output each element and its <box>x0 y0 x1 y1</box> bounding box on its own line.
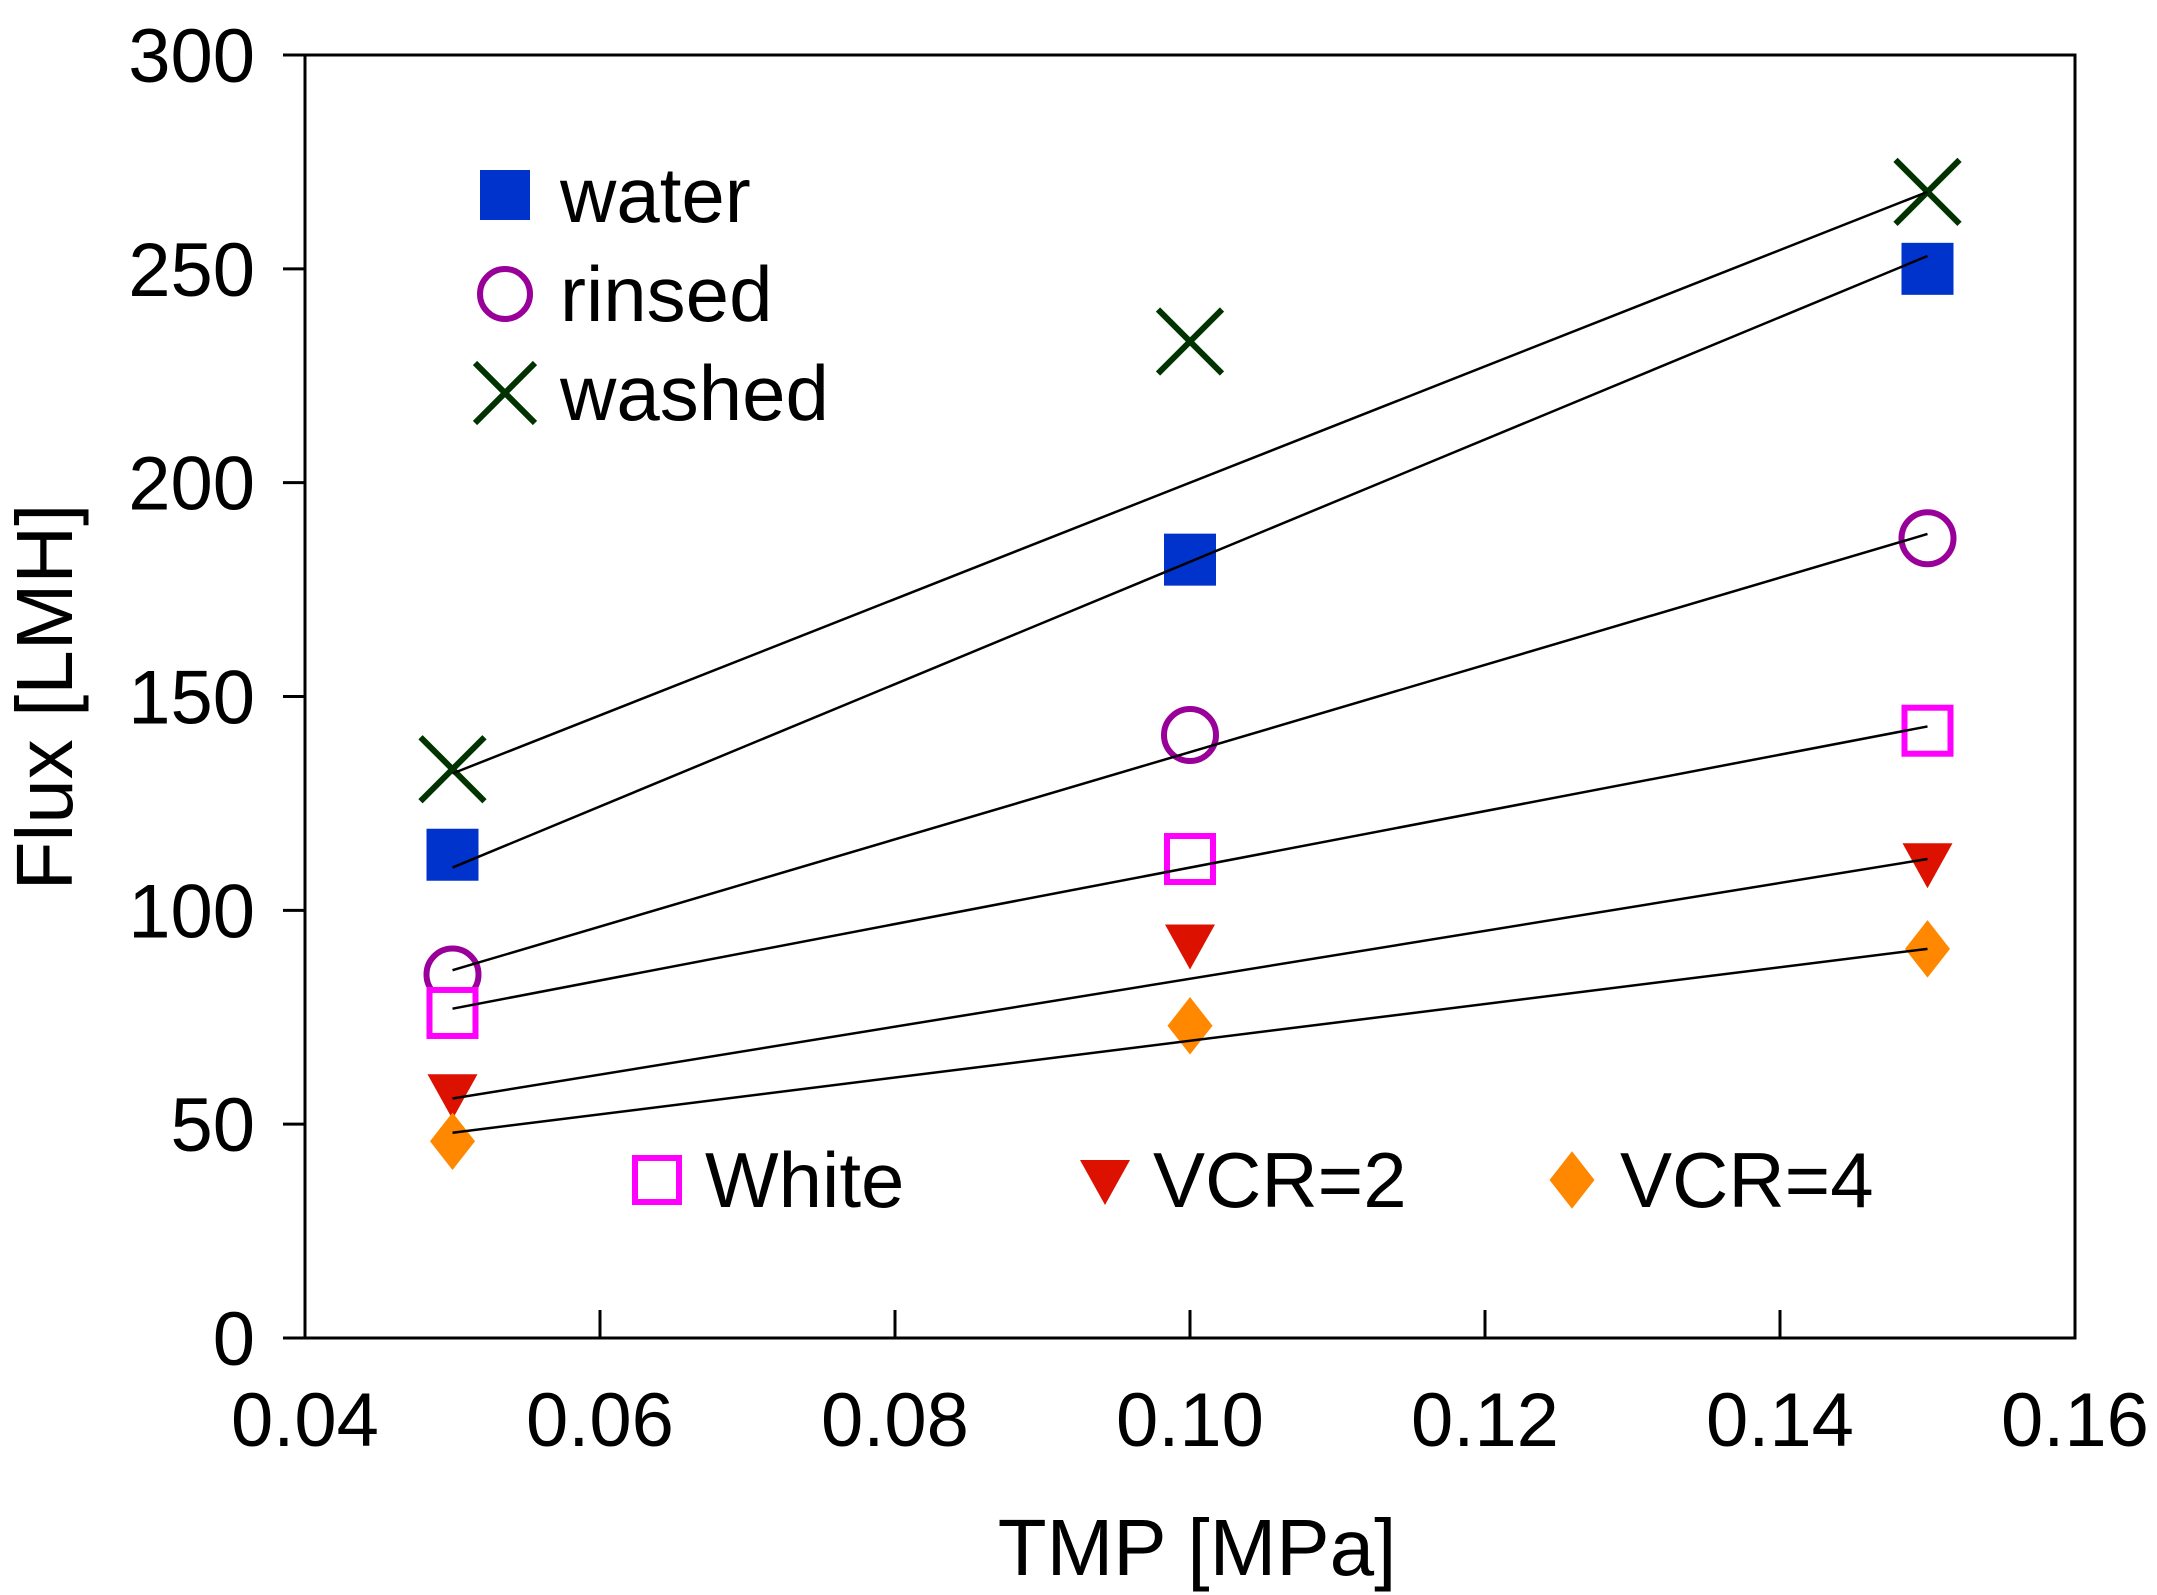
legend-label-white: White <box>705 1136 904 1224</box>
point-vcr-2-shape <box>1902 843 1953 889</box>
y-tick-label: 0 <box>213 1297 255 1382</box>
x-tick-label: 0.10 <box>1116 1378 1264 1463</box>
legend-marker-washed-shape <box>472 360 538 426</box>
legend-marker-white <box>632 1155 682 1205</box>
legend-label-vcr-2: VCR=2 <box>1153 1136 1407 1224</box>
point-white <box>426 986 479 1039</box>
fit-line-vcr-2 <box>452 857 1928 1100</box>
fit-line-white <box>452 725 1928 1010</box>
point-water <box>1164 533 1216 586</box>
x-tick-label: 0.14 <box>1706 1378 1854 1463</box>
legend-marker-vcr-2-shape <box>1080 1160 1130 1205</box>
y-axis-title: Flux [LMH] <box>0 504 89 891</box>
point-vcr-4-shape <box>430 1112 475 1171</box>
point-washed <box>1893 157 1962 226</box>
point-water <box>426 828 479 881</box>
legend-label-washed: washed <box>559 349 829 437</box>
legend-marker-water-shape <box>480 170 530 220</box>
point-water-shape <box>426 828 479 881</box>
legend-label-water: water <box>559 151 751 239</box>
x-tick-label: 0.06 <box>526 1378 674 1463</box>
legend-marker-washed <box>472 360 538 426</box>
x-tick-label: 0.12 <box>1411 1378 1559 1463</box>
point-rinsed-shape <box>1161 705 1219 764</box>
legend-marker-rinsed <box>477 266 533 322</box>
x-axis: 0.04 0.06 0.08 0.10 0.12 0.14 0.16 <box>231 1310 2149 1463</box>
legend-marker-rinsed-shape <box>477 266 533 322</box>
x-tick-label: 0.04 <box>231 1378 379 1463</box>
x-tick-label: 0.08 <box>821 1378 969 1463</box>
legend-marker-water <box>480 170 530 220</box>
fit-line-washed <box>452 190 1928 775</box>
fit-line-water <box>452 254 1928 869</box>
legend-marker-vcr-4 <box>1549 1151 1595 1209</box>
point-vcr-2-shape <box>1165 924 1215 970</box>
point-rinsed-shape <box>1898 509 1957 568</box>
fit-lines <box>452 190 1928 1134</box>
y-tick-label: 300 <box>128 14 255 99</box>
y-tick-label: 100 <box>128 869 255 954</box>
point-washed-shape <box>1155 307 1225 376</box>
x-axis-title: TMP [MPa] <box>998 1503 1397 1592</box>
point-vcr-2-shape <box>427 1074 478 1120</box>
point-water <box>1901 242 1954 295</box>
fit-line-rinsed <box>452 532 1928 972</box>
legend-marker-vcr-4-shape <box>1549 1151 1595 1209</box>
point-washed <box>1155 307 1225 376</box>
legend-marker-white-shape <box>632 1155 682 1205</box>
point-white-shape <box>1164 833 1216 886</box>
legend-marker-vcr-2 <box>1080 1160 1130 1205</box>
point-washed <box>418 735 487 804</box>
legend-label-vcr-4: VCR=4 <box>1620 1136 1874 1224</box>
point-rinsed <box>1161 705 1219 764</box>
plot-area <box>303 53 2077 1340</box>
point-water-shape <box>1164 533 1216 586</box>
point-water-shape <box>1901 242 1954 295</box>
point-vcr-2 <box>1165 924 1215 970</box>
y-tick-label: 50 <box>170 1083 255 1168</box>
point-white <box>1164 833 1216 886</box>
y-tick-label: 200 <box>128 442 255 527</box>
legend-bottom: White VCR=2 VCR=4 <box>632 1136 1874 1224</box>
point-washed-shape <box>1893 157 1962 226</box>
y-tick-label: 250 <box>128 228 255 313</box>
point-washed-shape <box>418 735 487 804</box>
y-tick-label: 150 <box>128 656 255 741</box>
x-tick-label: 0.16 <box>2001 1378 2149 1463</box>
fit-line-vcr-4 <box>452 947 1928 1134</box>
point-vcr-4 <box>430 1112 475 1171</box>
point-white-shape <box>426 986 479 1039</box>
point-vcr-2 <box>1902 843 1953 889</box>
legend-label-rinsed: rinsed <box>560 250 772 338</box>
point-vcr-2 <box>427 1074 478 1120</box>
y-axis: 0 50 100 150 200 250 300 <box>128 14 305 1382</box>
legend-top: water rinsed washed <box>472 151 829 437</box>
point-rinsed <box>1898 509 1957 568</box>
